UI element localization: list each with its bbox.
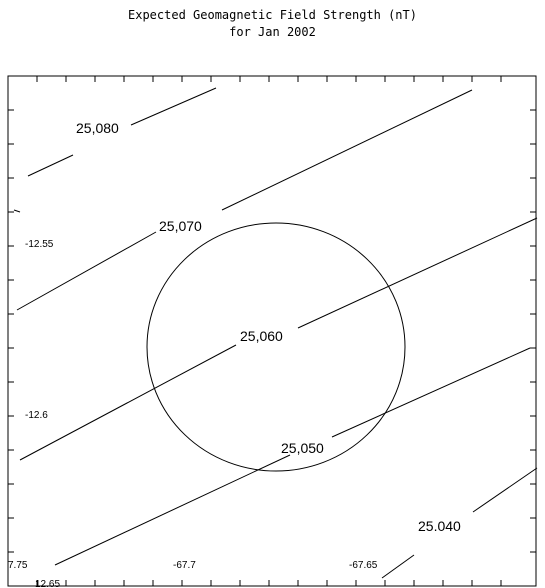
plot-title-line-1: Expected Geomagnetic Field Strength (nT) [128, 8, 417, 22]
x-axis-ticks [36, 580, 502, 586]
contour-line-25060 [19, 344, 237, 461]
contour-line-25080 [27, 154, 74, 177]
x-axis-label-cut: 12.65 [35, 579, 60, 588]
contour-line-25080-segment [130, 87, 217, 126]
y-axis-ticks [8, 109, 14, 553]
contour-label-25050: 25,050 [281, 440, 324, 456]
contour-line-25050 [54, 454, 291, 566]
x-axis-label-left: 7.75 [8, 560, 28, 571]
x-axis-label-right: -67.65 [349, 560, 378, 571]
edge-mark [13, 209, 21, 213]
x-axis-top-ticks [36, 76, 502, 82]
contour-line-25070-segment [221, 89, 473, 211]
region-circle [146, 222, 406, 472]
contour-label-25060: 25,060 [240, 328, 283, 344]
contour-line-25040-segment [472, 467, 538, 513]
x-axis-label-mid: -67.7 [173, 560, 196, 571]
contour-line-25040 [381, 554, 415, 579]
contour-label-25040: 25.040 [418, 518, 461, 534]
contour-line-25050-segment [331, 347, 531, 438]
y-axis-label-top: -12.55 [25, 239, 54, 250]
contour-label-25080: 25,080 [76, 120, 119, 136]
plot-frame [7, 75, 537, 587]
y-axis-label-bottom: -12.6 [25, 410, 48, 421]
plot-title-line-2: for Jan 2002 [229, 25, 316, 39]
contour-line-25060-segment [297, 217, 538, 329]
contour-label-25070: 25,070 [159, 218, 202, 234]
y-axis-right-ticks [530, 109, 536, 553]
contour-line-25070 [16, 231, 157, 311]
